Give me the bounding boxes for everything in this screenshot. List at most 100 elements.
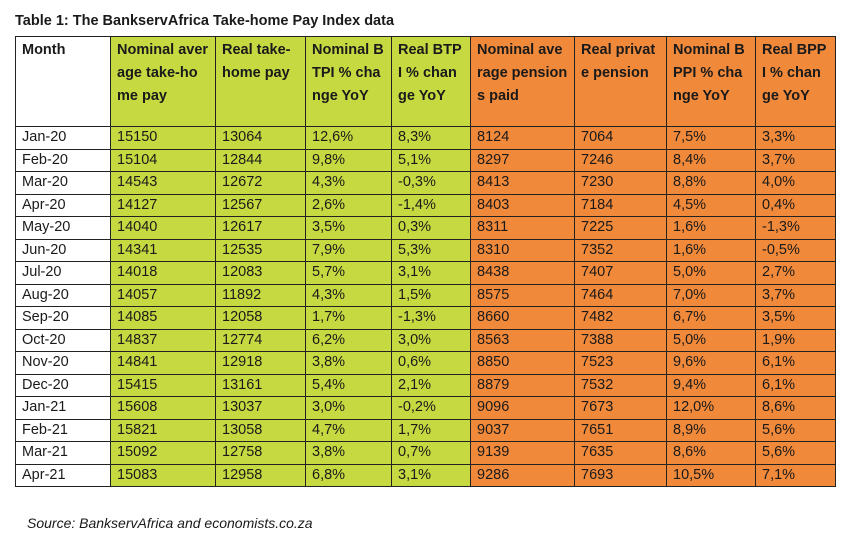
table-cell: 15415 (110, 373, 216, 397)
table-cell: 7,0% (666, 283, 756, 307)
table-cell: 14837 (110, 328, 216, 352)
table-cell: 3,0% (305, 396, 392, 420)
table-cell: 9037 (470, 418, 575, 442)
table-cell: 7407 (574, 261, 667, 285)
table-cell: 12958 (215, 463, 306, 487)
table-cell: 3,5% (305, 216, 392, 240)
table-cell: 8310 (470, 238, 575, 262)
table-cell: 7673 (574, 396, 667, 420)
table-row: Jul-20 14018 12083 5,7% 3,1% 8438 7407 5,0% 2,7% (15, 261, 836, 285)
table-cell: 12774 (215, 328, 306, 352)
month-cell: Jan-20 (15, 126, 111, 150)
table-cell: 4,3% (305, 283, 392, 307)
table-cell: 8,8% (666, 171, 756, 195)
table-cell: 3,8% (305, 351, 392, 375)
table-row: Jun-20 14341 12535 7,9% 5,3% 8310 7352 1,6% -0,5… (15, 238, 836, 262)
table-cell: 1,6% (666, 216, 756, 240)
table-cell: 14057 (110, 283, 216, 307)
table-cell: 12758 (215, 441, 306, 465)
table-row: May-20 14040 12617 3,5% 0,3% 8311 7225 1,6% -1,3… (15, 216, 836, 240)
table-cell: 1,7% (391, 418, 471, 442)
table-row: Jan-20 15150 13064 12,6% 8,3% 8124 7064 7,5% 3,3… (15, 126, 836, 150)
table-cell: 4,0% (755, 171, 836, 195)
table-cell: 7482 (574, 306, 667, 330)
take-home-pay-table: Month Nominal average take-home pay Real t… (15, 36, 836, 487)
table-cell: 8,4% (666, 148, 756, 172)
table-row: Feb-21 15821 13058 4,7% 1,7% 9037 7651 8,9% 5,6% (15, 418, 836, 442)
table-cell: 3,7% (755, 148, 836, 172)
table-cell: 12058 (215, 306, 306, 330)
table-cell: 12918 (215, 351, 306, 375)
table-cell: 6,1% (755, 351, 836, 375)
table-cell: 7352 (574, 238, 667, 262)
table-cell: 7225 (574, 216, 667, 240)
table-cell: 5,3% (391, 238, 471, 262)
table-cell: 0,4% (755, 193, 836, 217)
table-cell: 8297 (470, 148, 575, 172)
month-cell: Jun-20 (15, 238, 111, 262)
table-row: Dec-20 15415 13161 5,4% 2,1% 8879 7532 9,4% 6,1% (15, 373, 836, 397)
table-cell: 12,0% (666, 396, 756, 420)
table-cell: 3,3% (755, 126, 836, 150)
table-cell: 5,0% (666, 328, 756, 352)
column-header: Real BTPI % change YoY (391, 36, 471, 127)
table-cell: 3,0% (391, 328, 471, 352)
table-cell: 12,6% (305, 126, 392, 150)
table-cell: 3,8% (305, 441, 392, 465)
table-cell: 14341 (110, 238, 216, 262)
table-cell: 12617 (215, 216, 306, 240)
month-cell: Jan-21 (15, 396, 111, 420)
table-row: Feb-20 15104 12844 9,8% 5,1% 8297 7246 8,4% 3,7% (15, 148, 836, 172)
table-cell: 10,5% (666, 463, 756, 487)
table-cell: -0,2% (391, 396, 471, 420)
table-cell: 3,5% (755, 306, 836, 330)
column-header: Real take-home pay (215, 36, 306, 127)
table-cell: 7693 (574, 463, 667, 487)
table-cell: 3,7% (755, 283, 836, 307)
column-header: Real private pension (574, 36, 667, 127)
table-cell: 11892 (215, 283, 306, 307)
month-cell: Feb-20 (15, 148, 111, 172)
table-cell: 8879 (470, 373, 575, 397)
table-cell: -0,3% (391, 171, 471, 195)
table-row: Apr-20 14127 12567 2,6% -1,4% 8403 7184 4,5% 0,4… (15, 193, 836, 217)
header-row: Month Nominal average take-home pay Real t… (15, 36, 836, 127)
table-cell: 12567 (215, 193, 306, 217)
table-cell: 6,8% (305, 463, 392, 487)
table-cell: 7,9% (305, 238, 392, 262)
table-cell: 7,1% (755, 463, 836, 487)
table-cell: 1,6% (666, 238, 756, 262)
table-cell: 12535 (215, 238, 306, 262)
table-cell: 6,7% (666, 306, 756, 330)
table-cell: 8,9% (666, 418, 756, 442)
month-cell: Dec-20 (15, 373, 111, 397)
table-cell: -0,5% (755, 238, 836, 262)
table-cell: 8850 (470, 351, 575, 375)
table-cell: 8,6% (666, 441, 756, 465)
table-cell: 9,6% (666, 351, 756, 375)
table-cell: 13058 (215, 418, 306, 442)
table-cell: 8413 (470, 171, 575, 195)
table-cell: 14040 (110, 216, 216, 240)
column-header: Nominal average pensions paid (470, 36, 575, 127)
column-header: Nominal BPPI % change YoY (666, 36, 756, 127)
table-row: Oct-20 14837 12774 6,2% 3,0% 8563 7388 5,0% 1,9% (15, 328, 836, 352)
table-cell: -1,3% (391, 306, 471, 330)
table-cell: -1,4% (391, 193, 471, 217)
table-cell: 9,8% (305, 148, 392, 172)
table-row: Nov-20 14841 12918 3,8% 0,6% 8850 7523 9,6% 6,1% (15, 351, 836, 375)
table-cell: 9,4% (666, 373, 756, 397)
table-cell: 15608 (110, 396, 216, 420)
table-cell: 1,5% (391, 283, 471, 307)
table-cell: 12672 (215, 171, 306, 195)
table-cell: 2,6% (305, 193, 392, 217)
table-cell: 13064 (215, 126, 306, 150)
table-cell: 7651 (574, 418, 667, 442)
table-cell: 14841 (110, 351, 216, 375)
month-cell: May-20 (15, 216, 111, 240)
column-header: Month (15, 36, 111, 127)
month-cell: Apr-20 (15, 193, 111, 217)
table-cell: 5,0% (666, 261, 756, 285)
table-cell: 14127 (110, 193, 216, 217)
